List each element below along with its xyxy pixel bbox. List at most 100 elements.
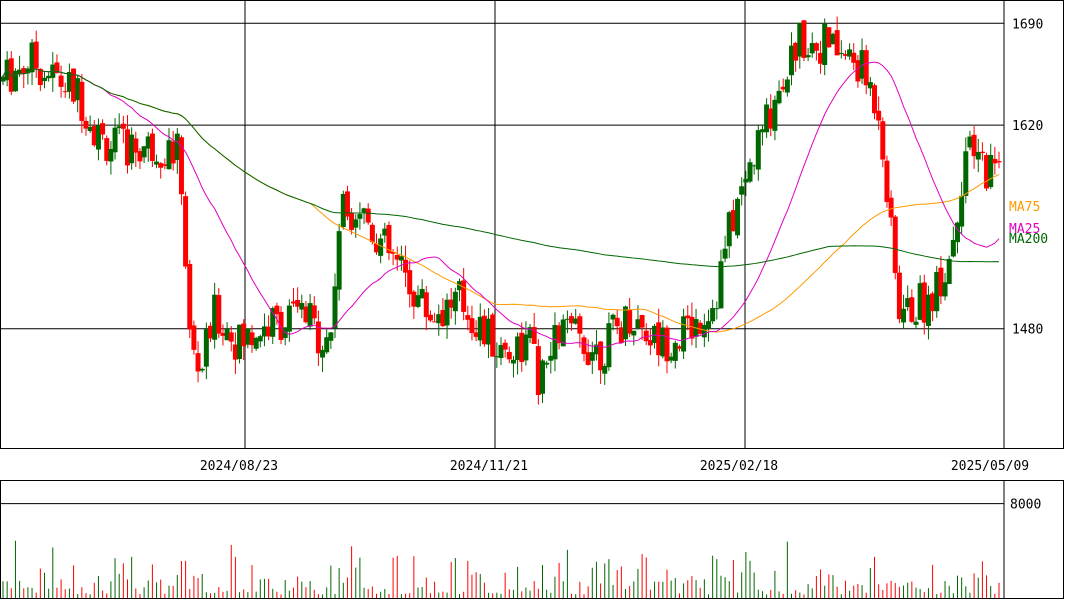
candle-body bbox=[17, 69, 23, 75]
candle-body bbox=[295, 299, 301, 307]
candle-body bbox=[573, 318, 579, 324]
candle-body bbox=[278, 311, 284, 340]
candle-body bbox=[436, 314, 442, 324]
candle-body bbox=[643, 330, 649, 342]
ma-line-ma25 bbox=[2, 61, 1000, 348]
candle-body bbox=[818, 52, 824, 64]
price-grid bbox=[0, 0, 1004, 505]
candle-body bbox=[519, 332, 525, 362]
candle-body bbox=[614, 317, 620, 327]
candle-body bbox=[208, 325, 213, 339]
candle-body bbox=[784, 79, 790, 93]
candle-body bbox=[921, 282, 927, 323]
candle-body bbox=[764, 104, 770, 133]
candle-body bbox=[552, 325, 558, 360]
candle-body bbox=[266, 326, 272, 337]
candle-body bbox=[25, 68, 31, 74]
candle-body bbox=[315, 321, 321, 354]
candle-body bbox=[979, 151, 985, 154]
candle-body bbox=[639, 315, 645, 328]
candle-body bbox=[905, 298, 911, 308]
candle-body bbox=[427, 314, 433, 321]
candle-body bbox=[747, 162, 753, 182]
candle-body bbox=[556, 325, 562, 344]
candle-body bbox=[735, 198, 741, 236]
candle-body bbox=[403, 259, 409, 273]
candle-body bbox=[544, 362, 550, 365]
candle-body bbox=[714, 308, 720, 310]
candle-body bbox=[261, 326, 267, 337]
candle-body bbox=[581, 337, 587, 354]
candle-body bbox=[830, 33, 836, 45]
candle-body bbox=[664, 327, 670, 362]
candle-body bbox=[415, 295, 421, 307]
candle-body bbox=[772, 99, 778, 131]
candle-body bbox=[822, 23, 828, 66]
candle-body bbox=[602, 365, 608, 374]
candle-body bbox=[29, 42, 35, 73]
candle-body bbox=[137, 151, 143, 162]
candle-body bbox=[635, 319, 641, 329]
candle-body bbox=[253, 337, 259, 349]
candle-body bbox=[548, 355, 554, 361]
candle-body bbox=[145, 136, 151, 149]
candle-body bbox=[909, 297, 915, 322]
candle-body bbox=[141, 146, 147, 158]
candle-body bbox=[249, 332, 255, 346]
candle-body bbox=[913, 321, 919, 325]
candle-body bbox=[863, 50, 869, 86]
candle-body bbox=[627, 309, 633, 334]
candle-body bbox=[710, 308, 716, 322]
candle-body bbox=[378, 238, 384, 256]
candle-body bbox=[340, 193, 346, 228]
candle-body bbox=[257, 336, 263, 342]
candle-body bbox=[465, 315, 471, 320]
candle-body bbox=[398, 256, 404, 261]
candle-body bbox=[228, 332, 234, 342]
date-tick-label: 2024/11/21 bbox=[450, 459, 528, 474]
candle-body bbox=[303, 306, 309, 323]
candle-body bbox=[498, 345, 504, 359]
candle-body bbox=[946, 258, 952, 284]
candle-body bbox=[540, 360, 545, 394]
candle-body bbox=[125, 129, 130, 166]
candle-body bbox=[813, 43, 819, 51]
candle-body bbox=[62, 91, 68, 93]
candle-body bbox=[490, 314, 496, 357]
candle-body bbox=[386, 225, 392, 254]
candle-body bbox=[718, 261, 724, 309]
candle-body bbox=[307, 303, 313, 327]
candlesticks bbox=[0, 16, 1002, 405]
candle-body bbox=[668, 356, 674, 361]
candle-body bbox=[37, 68, 43, 86]
candle-body bbox=[21, 68, 27, 74]
candle-body bbox=[706, 321, 711, 329]
candle-body bbox=[901, 308, 907, 323]
volume-bars bbox=[2, 540, 1000, 598]
candle-body bbox=[494, 356, 500, 358]
candle-body bbox=[195, 353, 201, 372]
candle-body bbox=[220, 332, 226, 336]
candle-body bbox=[332, 286, 338, 329]
candle-body bbox=[963, 151, 969, 196]
legend-ma75: MA75 bbox=[1009, 200, 1040, 215]
candle-body bbox=[232, 344, 238, 360]
candle-body bbox=[569, 316, 575, 324]
candle-body bbox=[469, 318, 475, 334]
candle-body bbox=[789, 45, 794, 76]
candle-body bbox=[959, 195, 965, 227]
candle-body bbox=[79, 81, 85, 121]
candle-body bbox=[992, 158, 998, 164]
candle-body bbox=[361, 208, 367, 213]
candle-body bbox=[274, 305, 280, 315]
candle-body bbox=[324, 337, 330, 353]
candle-body bbox=[108, 148, 114, 162]
candle-body bbox=[826, 27, 832, 48]
candle-body bbox=[0, 76, 6, 82]
candle-body bbox=[241, 323, 247, 347]
candle-body bbox=[768, 108, 774, 129]
candle-body bbox=[477, 316, 483, 341]
candle-body bbox=[75, 78, 81, 101]
candle-body bbox=[855, 60, 861, 82]
candle-body bbox=[216, 295, 222, 334]
